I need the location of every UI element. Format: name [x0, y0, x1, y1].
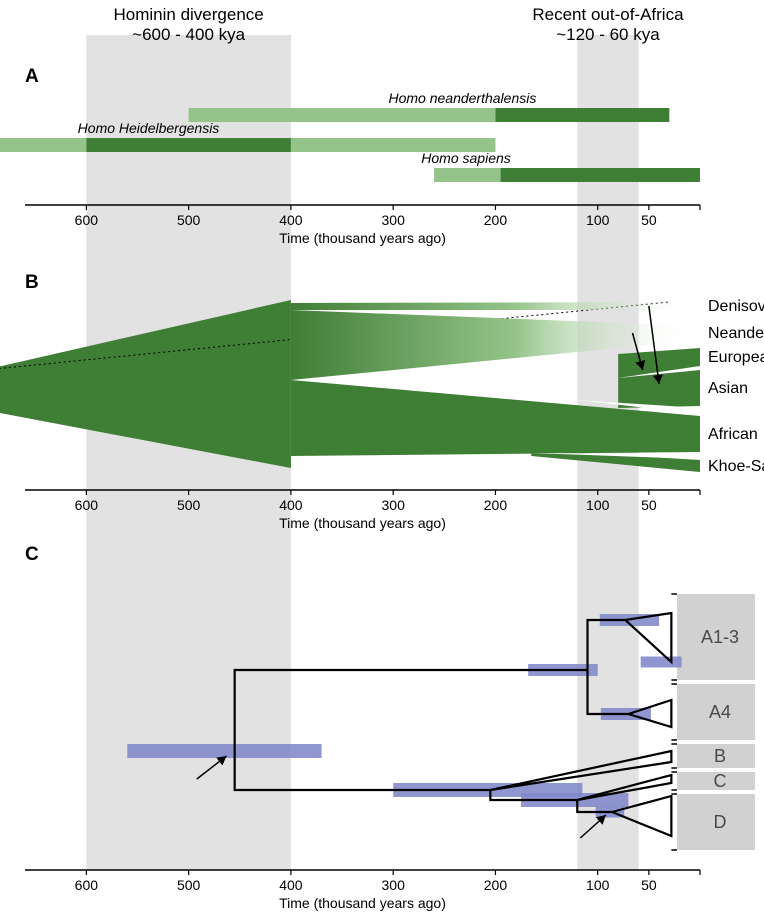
axis-label: Time (thousand years ago)	[279, 895, 446, 911]
panelB-label-Khoe-San: Khoe-San	[708, 458, 764, 475]
panelA-bar	[501, 168, 700, 182]
panelB-label-European: European	[708, 349, 764, 366]
panelA-species-label: Homo neanderthalensis	[388, 90, 536, 106]
panelA-bar	[0, 138, 86, 152]
axis-tick-label: 100	[586, 497, 610, 513]
panelB-label-Denisovan: Denisovan	[708, 298, 764, 315]
axis-tick-label: 600	[75, 877, 99, 893]
figure-root: Hominin divergence~600 - 400 kya Recent o…	[0, 0, 764, 918]
axis-tick-label: 400	[279, 497, 303, 513]
panelC-ci-bar	[127, 744, 321, 758]
panel-label-B: B	[25, 272, 39, 293]
panelC-group-label: D	[714, 812, 727, 832]
panelA-species-label: Homo sapiens	[421, 150, 511, 166]
axis-tick-label: 50	[641, 497, 657, 513]
panel-label-C: C	[25, 544, 39, 565]
figure-svg: Hominin divergence~600 - 400 kya Recent o…	[0, 0, 764, 918]
axis-tick-label: 100	[586, 877, 610, 893]
axis-tick-label: 50	[641, 212, 657, 228]
axis-tick-label: 200	[484, 212, 508, 228]
panelB-label-Neanderthal: Neanderthal	[708, 325, 764, 342]
axis-tick-label: 600	[75, 497, 99, 513]
header-hominin_divergence-line1: ~600 - 400 kya	[132, 25, 245, 44]
axis-tick-label: 300	[382, 877, 406, 893]
panelC-group-label: A1-3	[701, 627, 739, 647]
panelA-bar	[86, 138, 291, 152]
axis-tick-label: 300	[382, 212, 406, 228]
axis-tick-label: 400	[279, 212, 303, 228]
panelC-group-label: C	[714, 771, 727, 791]
panelA-bar	[434, 168, 500, 182]
axis-tick-label: 500	[177, 212, 201, 228]
axis-tick-label: 600	[75, 212, 99, 228]
panelC-ci-bar	[641, 657, 682, 668]
header-out_of_africa-line0: Recent out-of-Africa	[532, 5, 684, 24]
panelA-bar	[189, 108, 496, 122]
axis-tick-label: 200	[484, 497, 508, 513]
axis-tick-label: 50	[641, 877, 657, 893]
panelB-label-Asian: Asian	[708, 380, 748, 397]
axis-tick-label: 200	[484, 877, 508, 893]
panelB-branch-Denisovan	[291, 302, 700, 310]
panelA-species-label: Homo Heidelbergensis	[78, 120, 220, 136]
header-out_of_africa-line1: ~120 - 60 kya	[556, 25, 660, 44]
panelB-label-African: African	[708, 426, 758, 443]
axis-tick-label: 300	[382, 497, 406, 513]
panel-label-A: A	[25, 66, 39, 87]
axis-tick-label: 500	[177, 497, 201, 513]
axis-tick-label: 400	[279, 877, 303, 893]
panelC-group-label: B	[714, 746, 726, 766]
axis-tick-label: 100	[586, 212, 610, 228]
header-hominin_divergence-line0: Hominin divergence	[114, 5, 264, 24]
panelC-group-label: A4	[709, 702, 731, 722]
axis-tick-label: 500	[177, 877, 201, 893]
axis-label: Time (thousand years ago)	[279, 515, 446, 531]
axis-label: Time (thousand years ago)	[279, 230, 446, 246]
panelA-bar	[495, 108, 669, 122]
